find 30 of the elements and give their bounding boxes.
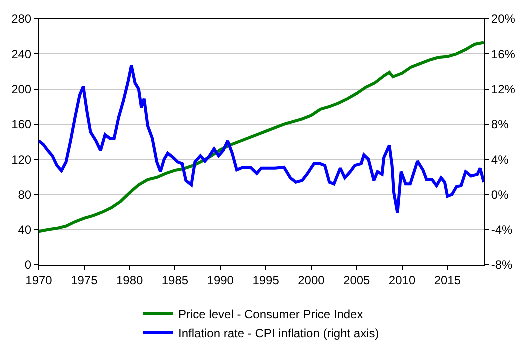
legend-label: Inflation rate - CPI inflation (right axis) [178,326,380,341]
y-tick-label: 120 [12,152,32,167]
line-series [39,41,484,234]
x-tick-label: 1975 [71,273,98,288]
line-series [39,64,484,215]
y2-tick-label: 20% [491,12,516,26]
x-tick-label: 2010 [388,273,416,288]
x-tick-label: 2000 [298,273,326,288]
y2-tick-label: 12% [491,82,516,96]
y-tick-label: 280 [12,12,32,26]
y-tick-label: 40 [18,223,32,238]
y2-tick-label: -8% [491,258,514,272]
x-tick-label: 1980 [116,273,144,288]
x-tick-label: 2015 [434,273,462,288]
y2-tick-label: 0% [491,188,510,202]
y2-tick-label: 16% [491,47,516,62]
x-tick-label: 1995 [252,273,280,288]
legend-label: Price level - Consumer Price Index [178,308,364,322]
y-tick-label: 80 [18,188,32,202]
x-tick-label: 1990 [207,273,234,288]
x-tick-label: 1985 [162,273,189,288]
x-tick-label: 1970 [26,273,53,288]
y-tick-label: 200 [12,82,32,96]
y2-tick-label: 4% [491,152,510,167]
y2-tick-label: -4% [491,223,514,238]
y-tick-label: 160 [12,118,32,132]
y-tick-label: 240 [12,47,32,62]
y-tick-label: 0 [24,258,32,272]
x-tick-label: 2005 [344,273,371,288]
y2-tick-label: 8% [491,118,510,132]
